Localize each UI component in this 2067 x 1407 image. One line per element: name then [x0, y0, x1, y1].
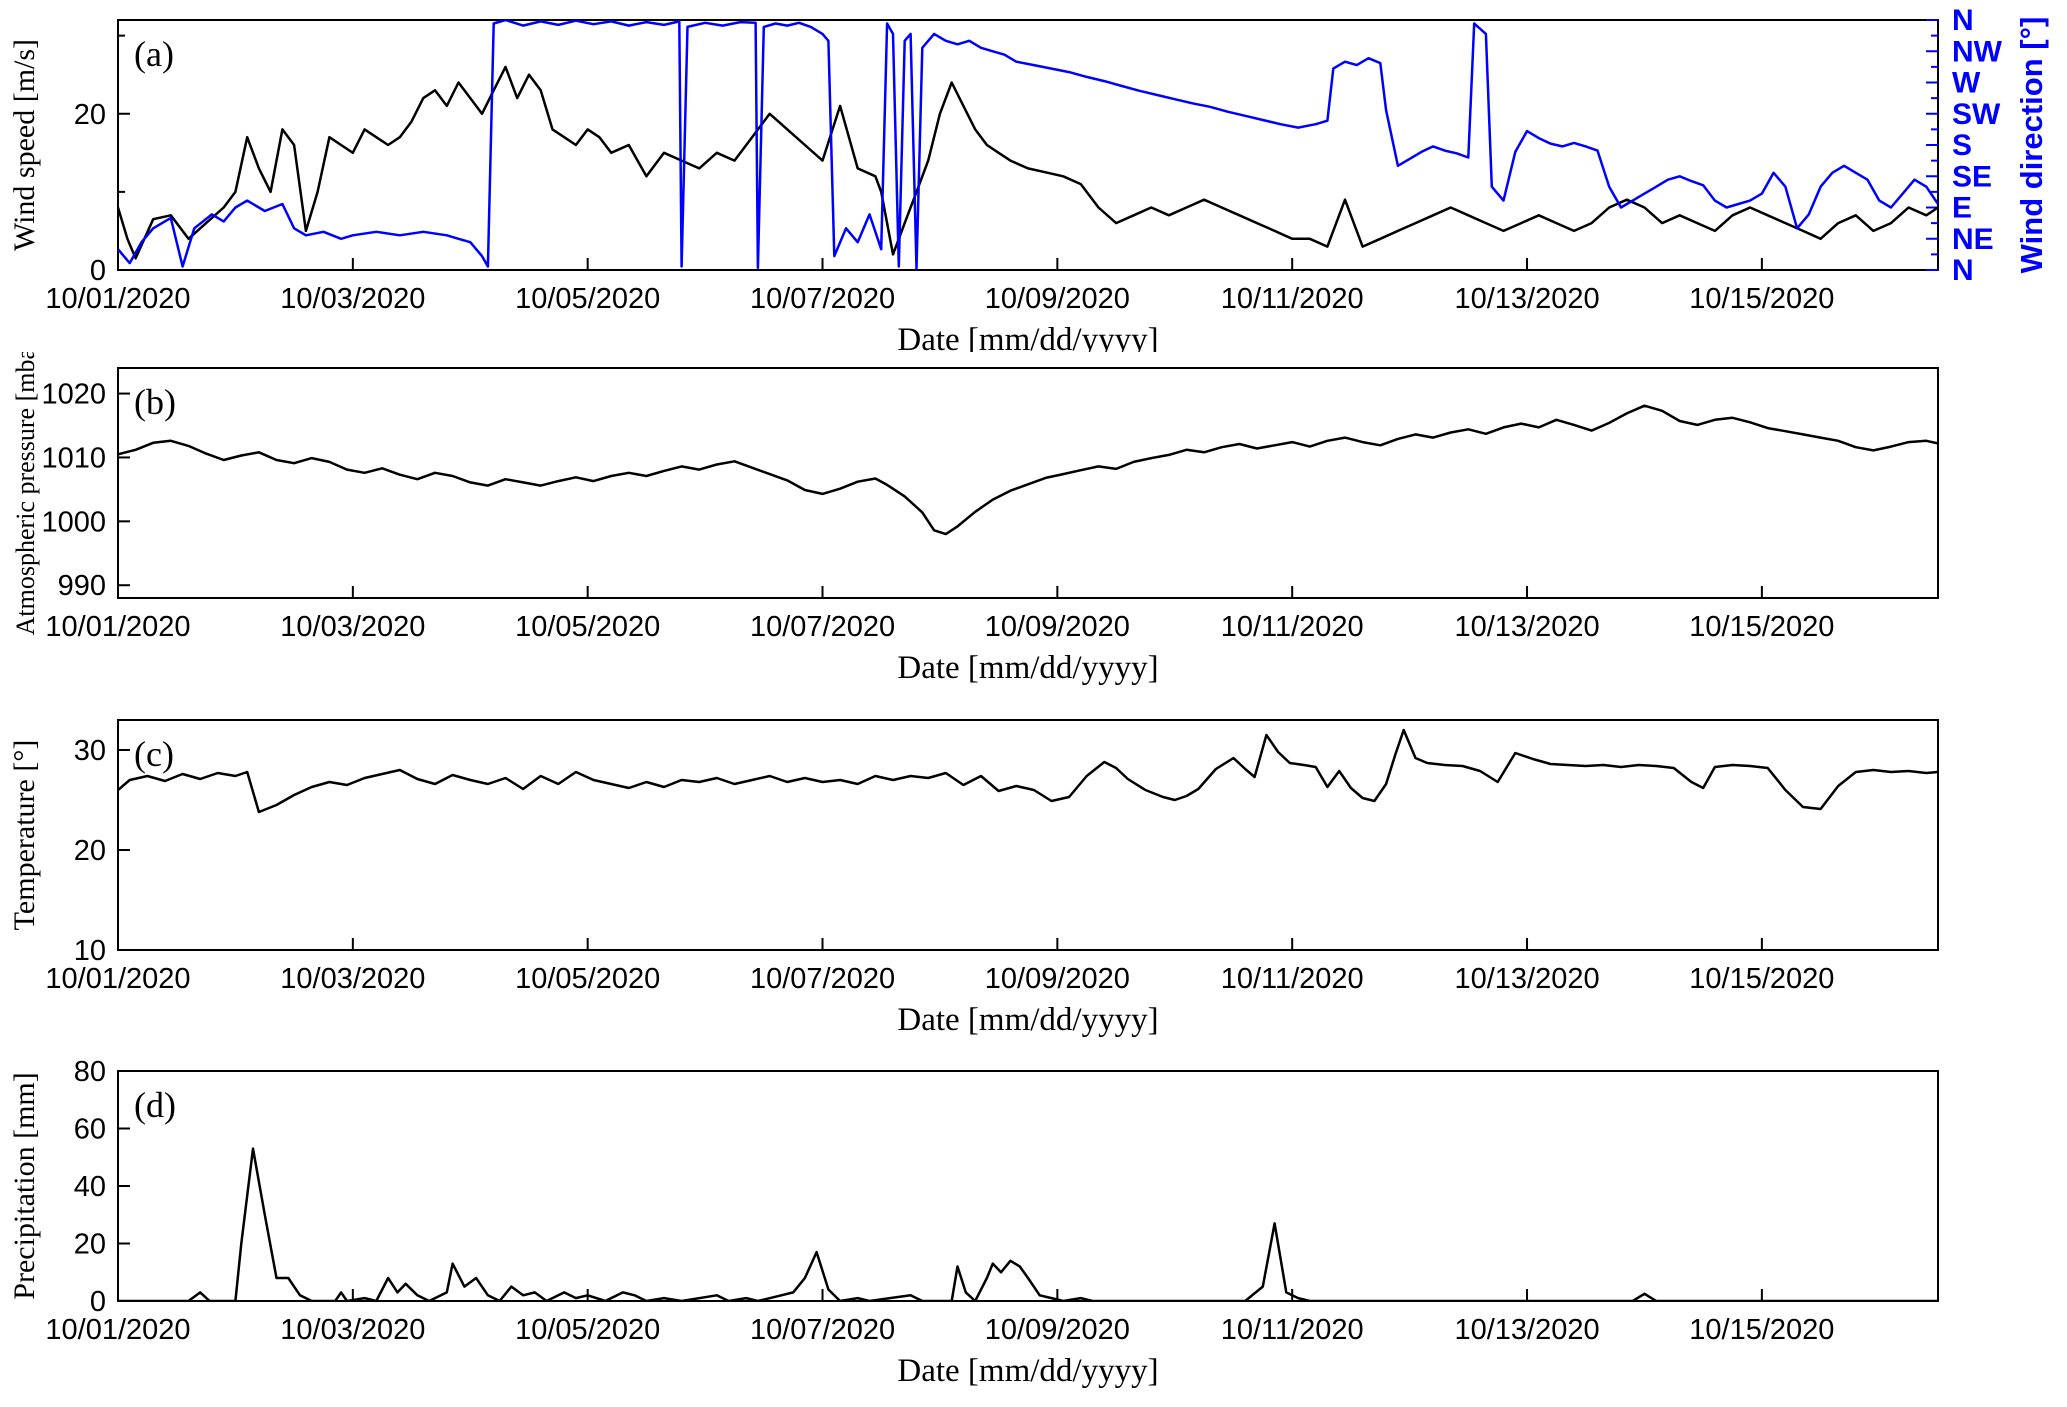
x-tick-label: 10/03/2020 — [280, 611, 425, 643]
y-tick-label: 20 — [74, 99, 106, 131]
y-tick-label: 0 — [90, 255, 106, 287]
y-tick-label: 60 — [74, 1114, 106, 1146]
direction-tick-label: N — [1952, 4, 1974, 37]
x-tick-label: 10/05/2020 — [515, 963, 660, 995]
x-tick-label: 10/05/2020 — [515, 611, 660, 643]
panel-label: (b) — [134, 382, 176, 422]
x-tick-label: 10/11/2020 — [1221, 283, 1364, 315]
direction-tick-label: W — [1952, 67, 1981, 100]
x-tick-label: 10/01/2020 — [45, 1314, 190, 1346]
x-tick-label: 10/15/2020 — [1689, 1314, 1834, 1346]
direction-tick-label: NE — [1952, 223, 1994, 256]
x-tick-label: 10/01/2020 — [45, 283, 190, 315]
x-tick-label: 10/09/2020 — [985, 963, 1130, 995]
direction-tick-label: SW — [1952, 98, 2001, 131]
plot-border — [117, 1070, 1939, 1302]
x-tick-label: 10/09/2020 — [985, 1314, 1130, 1346]
panel-label: (c) — [134, 734, 174, 774]
x-tick-label: 10/11/2020 — [1221, 611, 1364, 643]
panel-label: (d) — [134, 1085, 176, 1125]
direction-tick-label: NW — [1952, 35, 2003, 68]
plot-border — [117, 367, 1939, 599]
panel-label: (a) — [134, 34, 174, 74]
y-tick-label: 990 — [58, 570, 106, 602]
y-tick-label: 10 — [74, 935, 106, 967]
x-tick-label: 10/05/2020 — [515, 1314, 660, 1346]
atmospheric-pressure-line — [118, 404, 1938, 536]
x-tick-label: 10/15/2020 — [1689, 283, 1834, 315]
y-tick-label: 20 — [74, 835, 106, 867]
x-tick-label: 10/07/2020 — [750, 963, 895, 995]
x-tick-label: 10/03/2020 — [280, 283, 425, 315]
x-axis-label: Date [mm/dd/yyyy] — [897, 322, 1158, 352]
y-tick-label: 40 — [74, 1171, 106, 1203]
y-axis-label: Atmospheric pressure [mbar] — [11, 352, 40, 635]
x-axis-label: Date [mm/dd/yyyy] — [897, 1353, 1158, 1389]
y-axis-label: Precipitation [mm] — [8, 1072, 41, 1299]
y-tick-label: 1020 — [41, 379, 106, 411]
direction-tick-label: E — [1952, 192, 1972, 225]
x-tick-label: 10/01/2020 — [45, 963, 190, 995]
x-tick-label: 10/09/2020 — [985, 611, 1130, 643]
y-axis-label: Wind speed [m/s] — [8, 39, 41, 251]
precipitation-line — [118, 1147, 1938, 1301]
direction-tick-label: S — [1952, 129, 1972, 162]
y-tick-label: 80 — [74, 1056, 106, 1088]
x-tick-label: 10/05/2020 — [515, 283, 660, 315]
x-tick-label: 10/11/2020 — [1221, 1314, 1364, 1346]
wind-speed-line — [118, 65, 1938, 260]
x-tick-label: 10/11/2020 — [1221, 963, 1364, 995]
x-tick-label: 10/13/2020 — [1454, 963, 1599, 995]
y-tick-label: 0 — [90, 1286, 106, 1318]
x-tick-label: 10/13/2020 — [1454, 1314, 1599, 1346]
right-axis-label: Wind direction [°] — [2014, 17, 2049, 274]
x-tick-label: 10/13/2020 — [1454, 611, 1599, 643]
plot-border — [117, 719, 1939, 951]
x-tick-label: 10/01/2020 — [45, 611, 190, 643]
plot-border — [117, 19, 1939, 271]
panel-c-temperature-chart: 10/01/2020 10/03/2020 10/05/2020 10/07/2020… — [8, 719, 1939, 1038]
direction-tick-label: SE — [1952, 160, 1992, 193]
x-tick-label: 10/15/2020 — [1689, 963, 1834, 995]
temperature-line — [118, 728, 1938, 814]
x-tick-label: 10/07/2020 — [750, 283, 895, 315]
y-tick-label: 20 — [74, 1229, 106, 1261]
wind-direction-line — [118, 20, 1938, 270]
x-tick-label: 10/03/2020 — [280, 963, 425, 995]
x-tick-label: 10/07/2020 — [750, 611, 895, 643]
y-axis-label: Temperature [°] — [8, 740, 41, 931]
x-axis-label: Date [mm/dd/yyyy] — [897, 650, 1158, 686]
y-tick-label: 1000 — [41, 506, 106, 538]
y-tick-label: 30 — [74, 735, 106, 767]
panel-a-wind-chart: 10/01/2020 10/03/2020 10/05/2020 10/07/2020… — [8, 4, 2049, 352]
y-tick-label: 1010 — [41, 442, 106, 474]
x-tick-label: 10/09/2020 — [985, 283, 1130, 315]
panel-b-pressure-chart: 10/01/2020 10/03/2020 10/05/2020 10/07/2020… — [11, 352, 1939, 686]
x-tick-label: 10/13/2020 — [1454, 283, 1599, 315]
x-tick-label: 10/03/2020 — [280, 1314, 425, 1346]
direction-tick-label: N — [1952, 254, 1974, 287]
x-axis-label: Date [mm/dd/yyyy] — [897, 1002, 1158, 1038]
panel-d-precipitation-chart: 10/01/2020 10/03/2020 10/05/2020 10/07/2020… — [8, 1056, 1939, 1389]
x-tick-label: 10/07/2020 — [750, 1314, 895, 1346]
x-tick-label: 10/15/2020 — [1689, 611, 1834, 643]
